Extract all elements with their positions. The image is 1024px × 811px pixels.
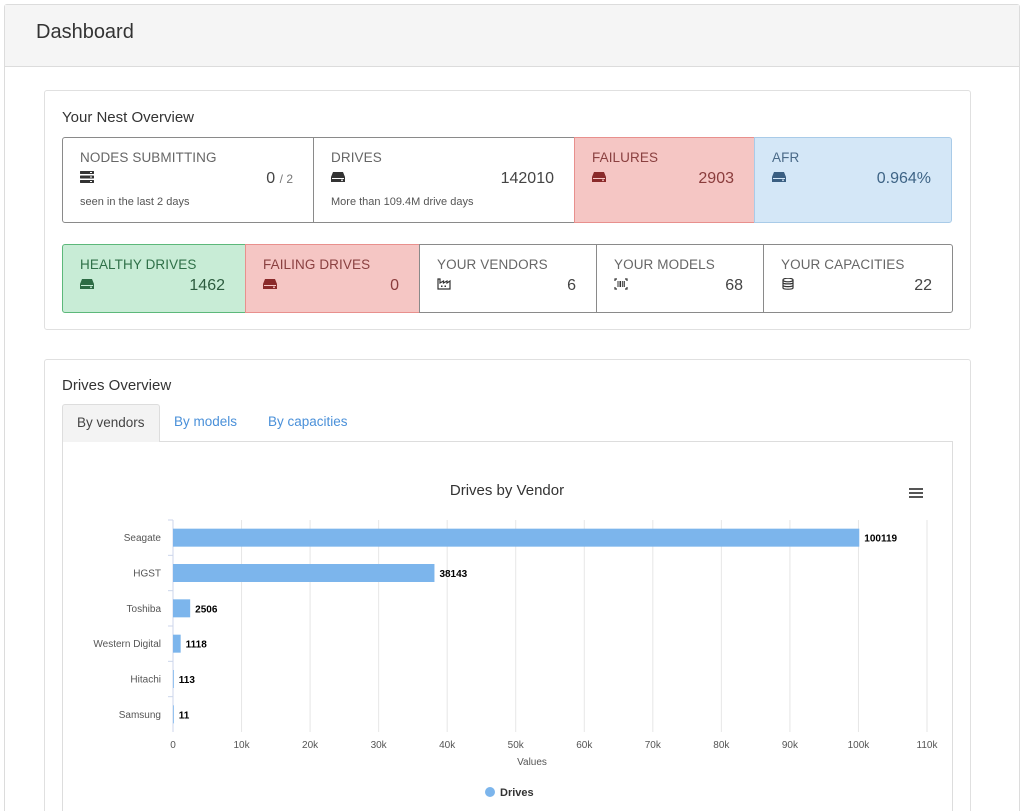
legend-dot <box>485 787 495 797</box>
stat-afr-label: AFR <box>772 150 800 165</box>
stat-drives[interactable]: DRIVES 142010 More than 109.4M drive day… <box>313 137 575 223</box>
y-tick-label: Seagate <box>124 533 162 544</box>
stat-failures-label: FAILURES <box>592 150 659 165</box>
stat-afr[interactable]: AFR 0.964% <box>754 137 952 223</box>
x-tick-label: 60k <box>576 740 593 751</box>
x-tick-label: 50k <box>508 740 525 751</box>
stat-failing-value: 0 <box>390 277 399 294</box>
y-tick-label: Western Digital <box>93 639 161 650</box>
stat-afr-value: 0.964% <box>876 170 931 187</box>
drives-by-vendor-chart: Drives by Vendor Seagate HGST Toshiba Weste… <box>93 482 939 799</box>
drives-overview-card: Drives Overview By vendors By models By … <box>44 359 971 811</box>
x-tick-label: 100k <box>848 740 871 751</box>
page-header: Dashboard <box>5 5 1019 67</box>
data-label: 100119 <box>864 534 897 545</box>
stat-nodes-count: 0 <box>266 170 276 187</box>
x-tick-label: 10k <box>233 740 250 751</box>
legend-label: Drives <box>500 787 534 799</box>
x-tick-label: 30k <box>371 740 388 751</box>
stat-drives-value: 142010 <box>500 170 554 187</box>
factory-icon <box>437 278 451 290</box>
chart-title: Drives by Vendor <box>450 482 564 499</box>
x-tick-label: 110k <box>917 740 939 751</box>
x-tick-label: 90k <box>782 740 799 751</box>
server-icon <box>80 171 94 183</box>
x-tick-label: 20k <box>302 740 319 751</box>
tab-by-vendors[interactable]: By vendors <box>62 404 160 442</box>
data-label: 1118 <box>186 640 208 651</box>
tab-by-models[interactable]: By models <box>174 414 238 429</box>
database-icon <box>782 278 794 290</box>
stat-models-value: 68 <box>725 277 743 294</box>
stat-capacities-value: 22 <box>914 277 932 294</box>
drives-overview-tabs: By vendors By models By capacities <box>62 404 953 442</box>
stat-nodes-submitting[interactable]: NODES SUBMITTING 0 / 2 seen in the last … <box>62 137 314 223</box>
stat-your-vendors[interactable]: YOUR VENDORS 6 <box>419 244 597 313</box>
nest-overview-card: Your Nest Overview NODES SUBMITTING 0 / … <box>44 90 971 330</box>
stat-failing-drives[interactable]: FAILING DRIVES 0 <box>245 244 420 313</box>
hard-drive-icon <box>80 279 94 289</box>
data-label: 11 <box>179 710 190 721</box>
stat-failures[interactable]: FAILURES 2903 <box>574 137 755 223</box>
drives-by-vendor-chart-container: Drives by Vendor Seagate HGST Toshiba Weste… <box>62 442 953 811</box>
bar[interactable] <box>173 599 191 618</box>
bar[interactable] <box>173 705 174 724</box>
stat-failures-value: 2903 <box>698 170 734 187</box>
y-tick-label: Hitachi <box>130 675 161 686</box>
stat-capacities-label: YOUR CAPACITIES <box>781 257 905 272</box>
stat-your-capacities[interactable]: YOUR CAPACITIES 22 <box>763 244 953 313</box>
chart-legend[interactable]: Drives <box>485 787 534 799</box>
stat-nodes-sub: seen in the last 2 days <box>80 196 190 208</box>
x-tick-label: 80k <box>713 740 730 751</box>
data-label: 38143 <box>439 569 467 580</box>
x-tick-label: 0 <box>170 740 176 751</box>
x-axis-title: Values <box>517 757 547 768</box>
overview-stats-row-1: NODES SUBMITTING 0 / 2 seen in the last … <box>62 137 953 223</box>
chart-menu-icon[interactable] <box>909 488 923 498</box>
hard-drive-icon <box>772 172 786 182</box>
stat-models-label: YOUR MODELS <box>614 257 715 272</box>
x-tick-label: 40k <box>439 740 456 751</box>
stat-nodes-total: / 2 <box>279 172 293 186</box>
bar[interactable] <box>173 528 860 547</box>
bar[interactable] <box>173 564 435 582</box>
overview-stats-row-2: HEALTHY DRIVES 1462 FAILING DRIVES 0 YOU… <box>62 244 953 313</box>
drives-overview-title: Drives Overview <box>62 377 172 394</box>
stat-healthy-label: HEALTHY DRIVES <box>80 257 197 272</box>
stat-drives-sub: More than 109.4M drive days <box>331 196 474 208</box>
stat-failing-label: FAILING DRIVES <box>263 257 371 272</box>
data-label: 2506 <box>195 604 218 615</box>
stat-vendors-value: 6 <box>567 277 576 294</box>
hard-drive-icon <box>331 172 345 182</box>
stat-drives-label: DRIVES <box>331 150 382 165</box>
y-tick-label: Samsung <box>119 710 161 721</box>
y-tick-label: HGST <box>133 569 161 580</box>
x-tick-label: 70k <box>645 740 662 751</box>
stat-nodes-label: NODES SUBMITTING <box>80 150 217 165</box>
stat-vendors-label: YOUR VENDORS <box>437 257 548 272</box>
y-tick-label: Toshiba <box>127 604 162 615</box>
hard-drive-icon <box>263 279 277 289</box>
stat-your-models[interactable]: YOUR MODELS 68 <box>596 244 764 313</box>
bar[interactable] <box>173 634 181 653</box>
bar[interactable] <box>173 670 174 688</box>
barcode-icon <box>614 278 628 290</box>
nest-overview-title: Your Nest Overview <box>62 109 194 126</box>
tab-by-capacities[interactable]: By capacities <box>268 414 348 429</box>
hard-drive-icon <box>592 172 606 182</box>
page-title: Dashboard <box>36 21 134 43</box>
data-label: 113 <box>179 675 196 686</box>
stat-healthy-value: 1462 <box>189 277 225 294</box>
stat-healthy-drives[interactable]: HEALTHY DRIVES 1462 <box>62 244 246 313</box>
stat-nodes-value: 0 / 2 <box>266 170 293 188</box>
